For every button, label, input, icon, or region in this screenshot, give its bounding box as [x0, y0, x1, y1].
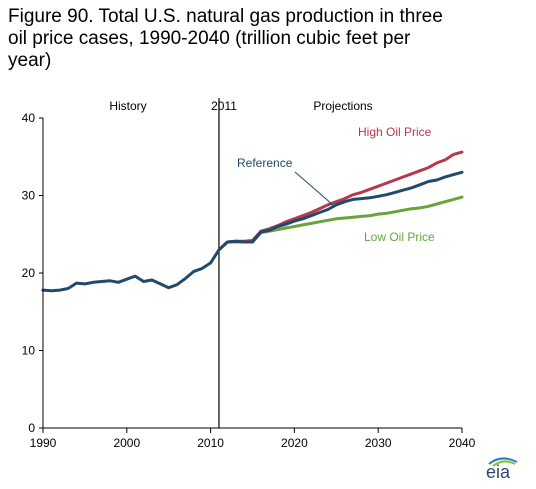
y-tick-label: 40	[22, 111, 36, 125]
x-tick-label: 2020	[281, 436, 308, 450]
series-label-low-oil-price: Low Oil Price	[364, 230, 435, 244]
x-tick-label: 2000	[113, 436, 140, 450]
x-tick-label: 1990	[30, 436, 57, 450]
projections-label: Projections	[313, 99, 372, 113]
x-tick-label: 2040	[449, 436, 476, 450]
eia-logo-text: eia	[486, 462, 511, 482]
x-tick-label: 2010	[197, 436, 224, 450]
annotation-layer: History 2011 Projections	[109, 99, 372, 113]
series-layer	[41, 150, 464, 293]
x-tick-label: 2030	[365, 436, 392, 450]
y-tick-label: 0	[28, 421, 35, 435]
reference-leader-line	[294, 171, 334, 206]
eia-logo-icon	[488, 457, 518, 467]
divider-year-label: 2011	[211, 99, 237, 113]
series-label-reference: Reference	[237, 156, 293, 170]
y-tick-label: 20	[22, 266, 36, 280]
series-line-reference	[41, 170, 464, 293]
y-tick-label: 30	[22, 189, 36, 203]
history-label: History	[109, 99, 146, 113]
figure-title: Figure 90. Total U.S. natural gas produc…	[8, 6, 443, 71]
y-tick-label: 10	[22, 344, 36, 358]
series-label-layer: High Oil Price Reference Low Oil Price	[237, 125, 435, 244]
series-label-high-oil-price: High Oil Price	[358, 125, 432, 139]
